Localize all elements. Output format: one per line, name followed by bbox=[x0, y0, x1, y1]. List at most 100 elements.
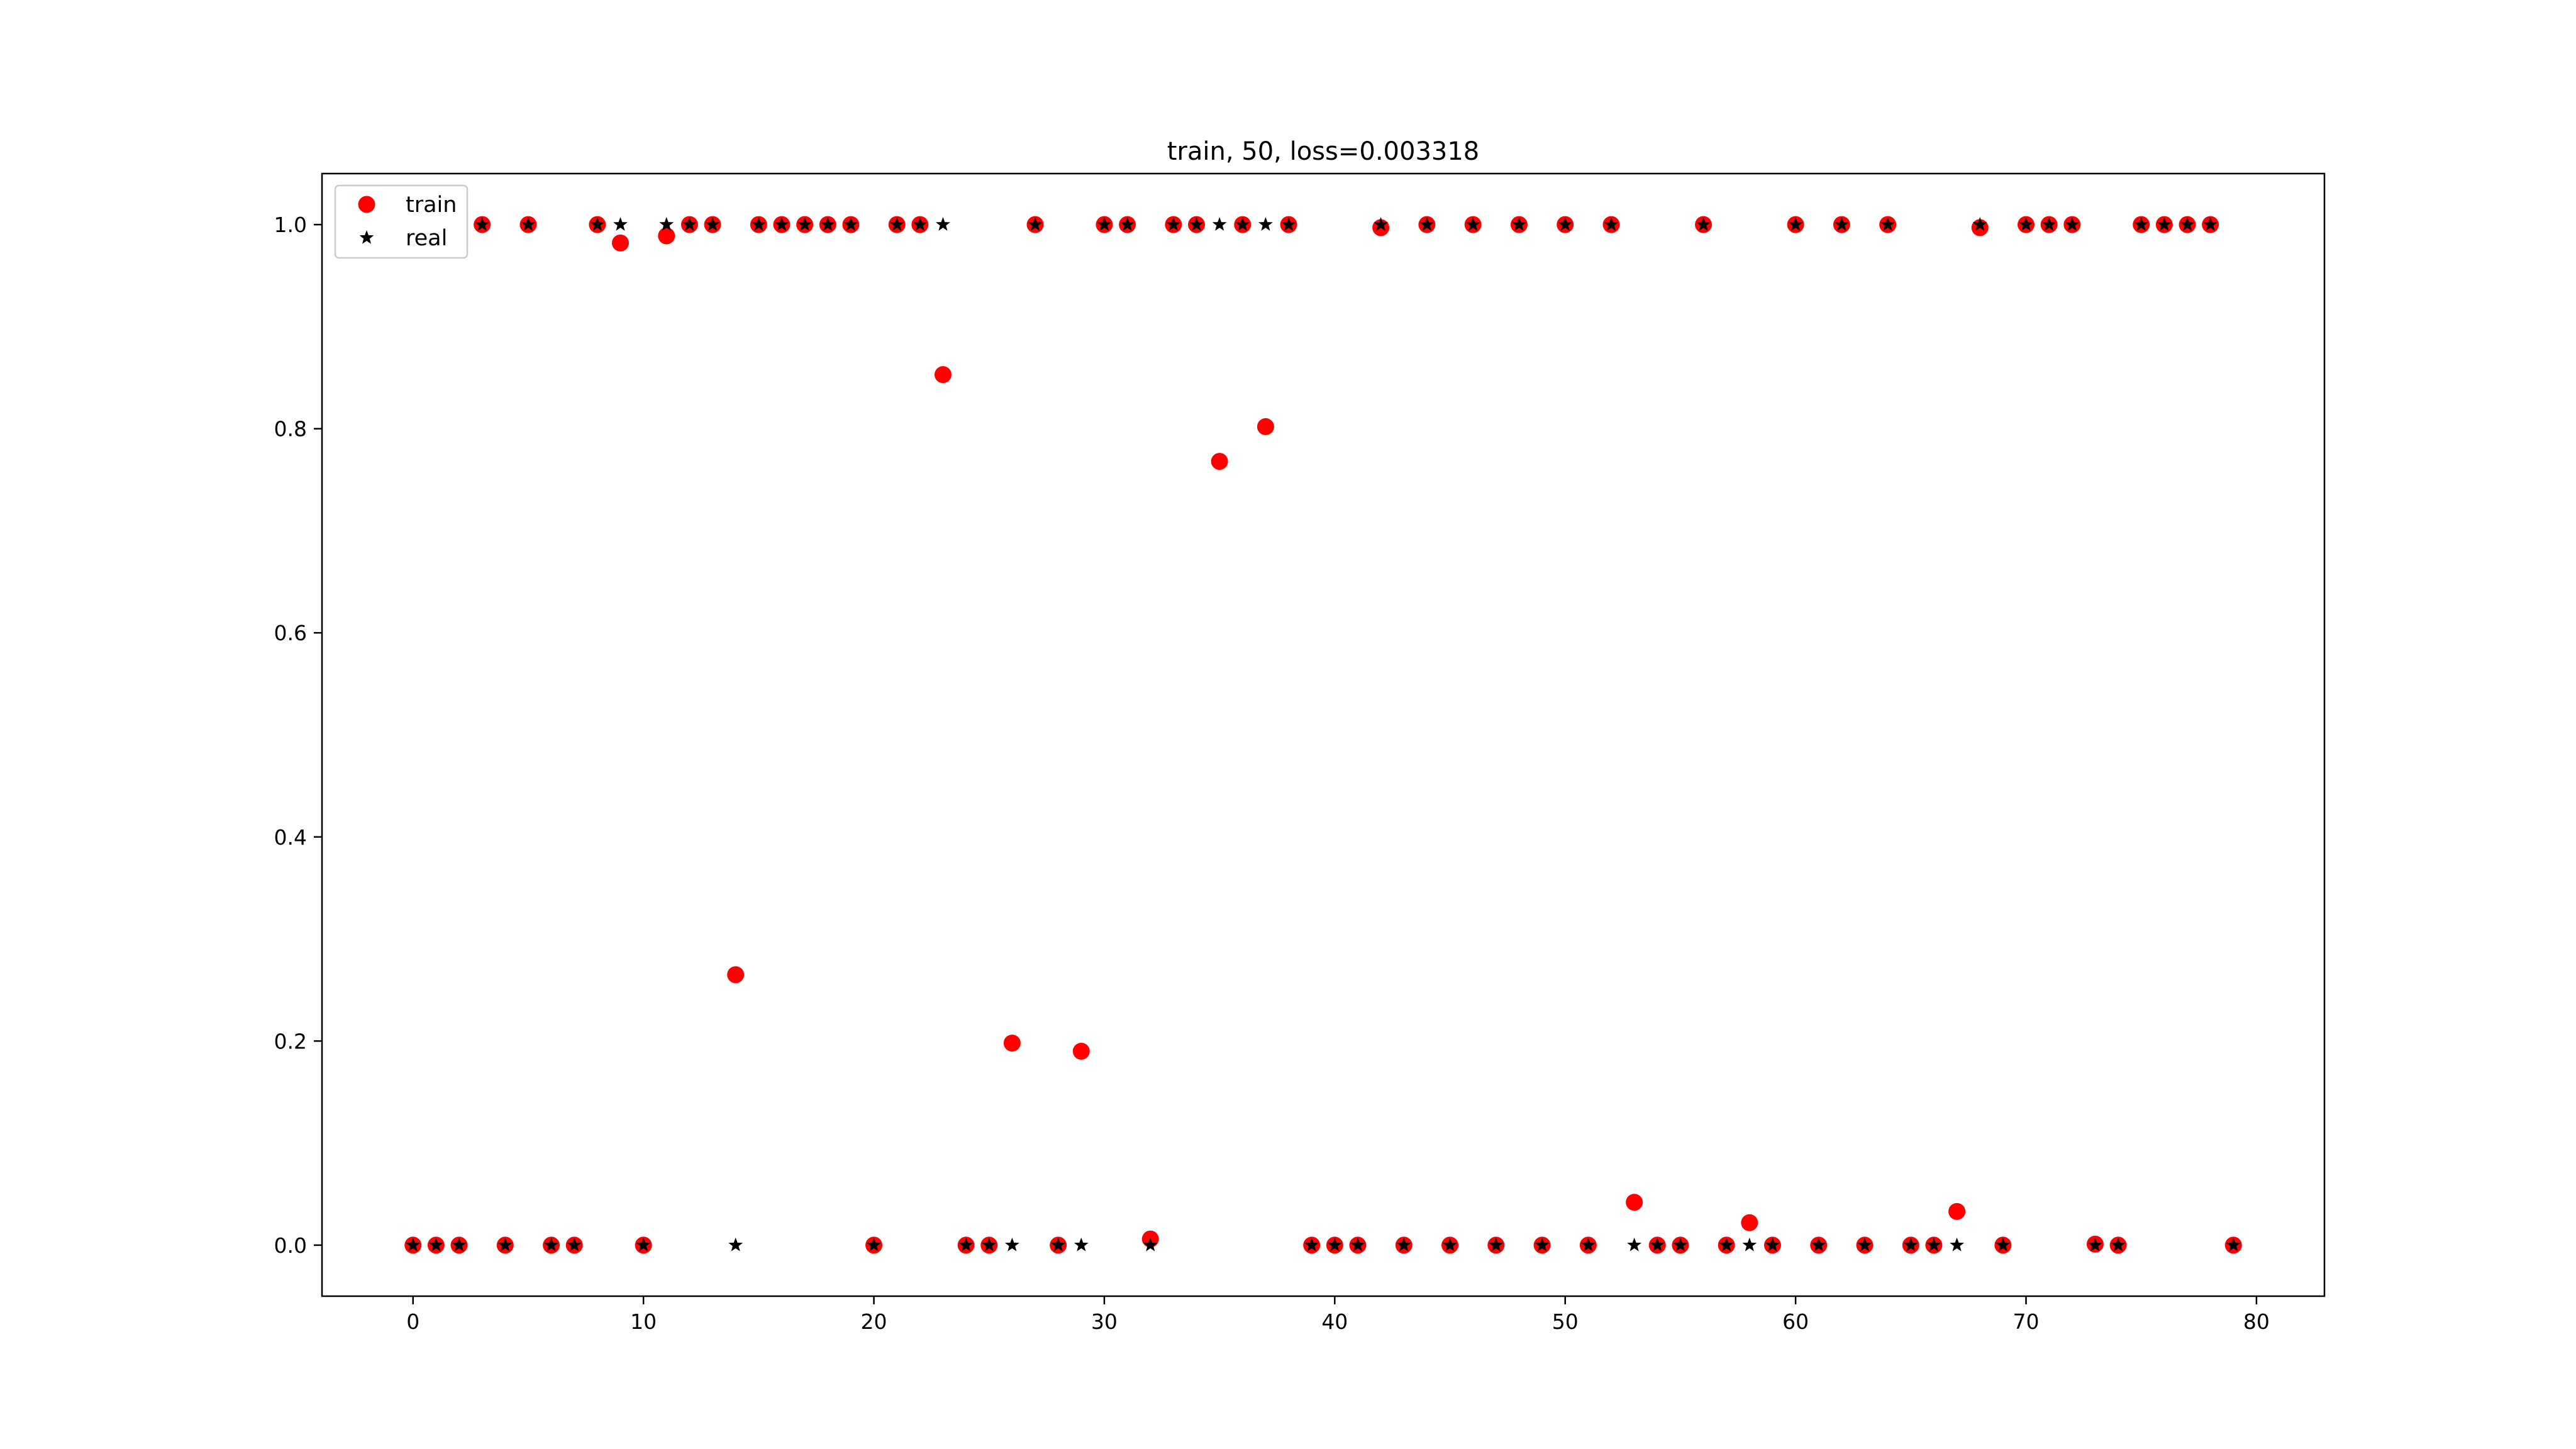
real-point bbox=[1120, 217, 1135, 231]
real-point bbox=[1143, 1237, 1158, 1252]
real-point bbox=[1627, 1237, 1642, 1252]
real-point bbox=[705, 217, 720, 231]
train-point bbox=[1948, 1202, 1966, 1220]
real-point bbox=[797, 217, 813, 231]
legend-label-real: real bbox=[406, 226, 447, 251]
real-point bbox=[2134, 217, 2149, 231]
legend-marker-real bbox=[359, 230, 374, 244]
x-tick-label: 70 bbox=[2013, 1309, 2040, 1334]
real-point bbox=[2180, 217, 2195, 231]
real-point bbox=[1235, 217, 1250, 231]
real-point bbox=[1212, 217, 1227, 231]
real-point bbox=[613, 217, 628, 231]
real-point bbox=[728, 1237, 743, 1252]
real-point bbox=[751, 217, 766, 231]
real-point bbox=[1558, 217, 1573, 231]
train-point bbox=[1626, 1194, 1643, 1211]
real-point bbox=[1834, 217, 1849, 231]
real-point bbox=[406, 1237, 421, 1252]
real-point bbox=[2111, 1237, 2126, 1252]
x-tick-label: 10 bbox=[630, 1309, 657, 1334]
legend: train real bbox=[334, 184, 469, 259]
y-tick-label: 1.0 bbox=[274, 213, 307, 237]
real-point bbox=[1604, 217, 1619, 231]
chart-title: train, 50, loss=0.003318 bbox=[1167, 137, 1480, 166]
real-point bbox=[1051, 1237, 1066, 1252]
real-point bbox=[1396, 1237, 1411, 1252]
data-points bbox=[404, 216, 2242, 1254]
real-point bbox=[1327, 1237, 1342, 1252]
plot-frame bbox=[321, 172, 2326, 1297]
real-point bbox=[1443, 1237, 1457, 1252]
train-point bbox=[611, 234, 629, 252]
real-point bbox=[1535, 1237, 1550, 1252]
real-point bbox=[1374, 217, 1389, 231]
real-point bbox=[1580, 1237, 1596, 1252]
real-point bbox=[1857, 1237, 1872, 1252]
train-point bbox=[727, 966, 745, 984]
real-point bbox=[1765, 1237, 1780, 1252]
real-point bbox=[2041, 217, 2057, 231]
real-point bbox=[1281, 217, 1296, 231]
real-point bbox=[1166, 217, 1181, 231]
x-tick-label: 30 bbox=[1091, 1309, 1118, 1334]
x-tick-label: 0 bbox=[406, 1309, 419, 1334]
real-point bbox=[1489, 1237, 1504, 1252]
real-point bbox=[936, 217, 950, 231]
y-tick-label: 0.6 bbox=[274, 621, 307, 645]
legend-marker-train bbox=[358, 196, 375, 213]
real-point bbox=[1903, 1237, 1918, 1252]
axes: 0 10 20 30 40 50 60 70 80 0.0 0.2 0.4 0.6 0.8 1.0 bbox=[274, 213, 2270, 1334]
real-point bbox=[590, 217, 605, 231]
real-point bbox=[544, 1237, 558, 1252]
real-point bbox=[867, 1237, 881, 1252]
x-tick-label: 40 bbox=[1321, 1309, 1348, 1334]
real-point bbox=[2157, 217, 2172, 231]
real-point bbox=[1742, 1237, 1757, 1252]
real-point bbox=[1004, 1237, 1019, 1252]
real-point bbox=[1811, 1237, 1826, 1252]
train-point bbox=[1741, 1214, 1758, 1231]
real-point bbox=[682, 217, 697, 231]
series-real bbox=[406, 217, 2241, 1252]
real-point bbox=[1788, 217, 1803, 231]
train-point bbox=[1072, 1043, 1090, 1060]
real-point bbox=[521, 217, 536, 231]
real-point bbox=[1028, 217, 1043, 231]
real-point bbox=[2065, 217, 2080, 231]
x-tick-label: 50 bbox=[1552, 1309, 1579, 1334]
real-point bbox=[428, 1237, 443, 1252]
real-point bbox=[475, 217, 490, 231]
train-point bbox=[1003, 1035, 1021, 1052]
real-point bbox=[1972, 217, 1987, 231]
real-point bbox=[1512, 217, 1526, 231]
real-point bbox=[497, 1237, 513, 1252]
real-point bbox=[820, 217, 835, 231]
real-point bbox=[1097, 217, 1112, 231]
train-point bbox=[1257, 418, 1274, 435]
y-tick-label: 0.4 bbox=[274, 825, 307, 850]
real-point bbox=[659, 217, 674, 231]
real-point bbox=[1926, 1237, 1941, 1252]
train-point bbox=[1211, 453, 1228, 470]
real-point bbox=[889, 217, 904, 231]
train-point bbox=[658, 227, 675, 245]
real-point bbox=[913, 217, 928, 231]
real-point bbox=[2226, 1237, 2241, 1252]
real-point bbox=[774, 217, 789, 231]
y-tick-label: 0.8 bbox=[274, 417, 307, 441]
real-point bbox=[958, 1237, 974, 1252]
real-point bbox=[843, 217, 858, 231]
real-point bbox=[1996, 1237, 2011, 1252]
x-tick-label: 20 bbox=[861, 1309, 887, 1334]
real-point bbox=[1350, 1237, 1365, 1252]
real-point bbox=[1696, 217, 1711, 231]
real-point bbox=[567, 1237, 582, 1252]
real-point bbox=[1650, 1237, 1665, 1252]
real-point bbox=[982, 1237, 997, 1252]
real-point bbox=[1465, 217, 1480, 231]
real-point bbox=[2019, 217, 2033, 231]
train-point bbox=[934, 366, 952, 384]
real-point bbox=[636, 1237, 651, 1252]
real-point bbox=[1419, 217, 1435, 231]
